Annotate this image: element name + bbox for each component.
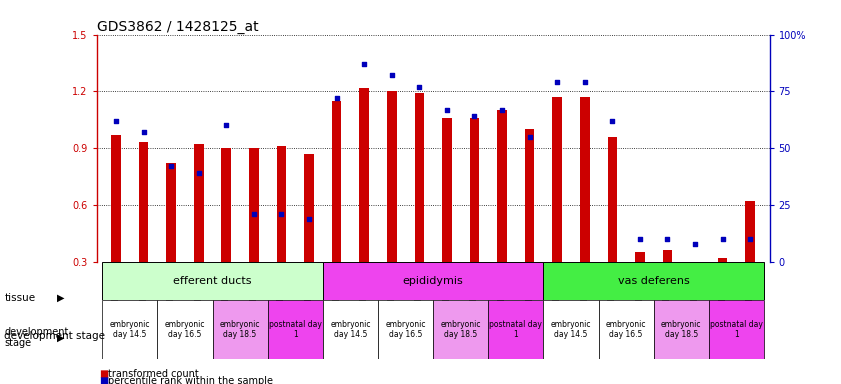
Point xyxy=(551,79,564,85)
Text: epididymis: epididymis xyxy=(403,276,463,286)
Bar xyxy=(709,300,764,359)
Point xyxy=(578,79,591,85)
Bar xyxy=(469,118,479,262)
Bar xyxy=(635,252,645,262)
Bar xyxy=(607,137,617,262)
Point xyxy=(220,122,233,129)
Bar xyxy=(718,258,727,262)
Point xyxy=(688,240,701,247)
Point xyxy=(495,106,509,113)
Point xyxy=(247,211,261,217)
Point xyxy=(661,236,674,242)
Point xyxy=(357,61,371,67)
Text: embryonic
day 14.5: embryonic day 14.5 xyxy=(331,319,371,339)
Bar xyxy=(111,135,121,262)
Bar xyxy=(497,110,507,262)
Bar xyxy=(653,300,709,359)
Bar xyxy=(167,163,176,262)
Point xyxy=(468,113,481,119)
Bar xyxy=(249,148,259,262)
Text: ■: ■ xyxy=(99,376,108,384)
Bar xyxy=(194,144,204,262)
Bar xyxy=(489,300,543,359)
Bar xyxy=(543,300,599,359)
Bar xyxy=(378,300,433,359)
Text: embryonic
day 16.5: embryonic day 16.5 xyxy=(165,319,205,339)
Bar xyxy=(415,93,424,262)
Bar xyxy=(433,300,489,359)
Text: vas deferens: vas deferens xyxy=(618,276,690,286)
Bar xyxy=(139,142,148,262)
Text: tissue: tissue xyxy=(4,293,35,303)
Point xyxy=(137,129,151,135)
Bar xyxy=(157,300,213,359)
Bar xyxy=(221,148,231,262)
Bar xyxy=(213,300,267,359)
Text: embryonic
day 16.5: embryonic day 16.5 xyxy=(385,319,426,339)
Bar xyxy=(525,129,534,262)
Point xyxy=(633,236,647,242)
Text: postnatal day
1: postnatal day 1 xyxy=(710,319,763,339)
Text: stage: stage xyxy=(4,338,31,348)
Point xyxy=(192,170,205,176)
Point xyxy=(743,236,757,242)
Text: postnatal day
1: postnatal day 1 xyxy=(269,319,322,339)
Point xyxy=(385,72,399,78)
Bar xyxy=(332,101,341,262)
Text: embryonic
day 18.5: embryonic day 18.5 xyxy=(220,319,261,339)
Text: ▶: ▶ xyxy=(57,333,65,343)
Bar xyxy=(543,262,764,300)
Point xyxy=(413,84,426,90)
Text: embryonic
day 18.5: embryonic day 18.5 xyxy=(441,319,481,339)
Bar xyxy=(387,91,397,262)
Text: ■: ■ xyxy=(99,369,108,379)
Bar xyxy=(267,300,323,359)
Point xyxy=(302,215,315,222)
Bar xyxy=(580,97,590,262)
Text: development stage: development stage xyxy=(4,331,105,341)
Point xyxy=(109,118,123,124)
Point xyxy=(275,211,288,217)
Point xyxy=(330,95,343,101)
Text: GDS3862 / 1428125_at: GDS3862 / 1428125_at xyxy=(97,20,258,33)
Bar xyxy=(359,88,369,262)
Bar xyxy=(103,262,323,300)
Point xyxy=(440,106,453,113)
Point xyxy=(606,118,619,124)
Bar xyxy=(103,300,157,359)
Bar xyxy=(277,146,286,262)
Point xyxy=(165,163,178,169)
Text: transformed count: transformed count xyxy=(108,369,198,379)
Text: embryonic
day 18.5: embryonic day 18.5 xyxy=(661,319,701,339)
Bar xyxy=(663,250,672,262)
Bar xyxy=(553,97,562,262)
Text: percentile rank within the sample: percentile rank within the sample xyxy=(108,376,272,384)
Point xyxy=(523,134,537,140)
Text: development: development xyxy=(4,327,69,337)
Text: ▶: ▶ xyxy=(57,293,65,303)
Text: embryonic
day 14.5: embryonic day 14.5 xyxy=(551,319,591,339)
Bar xyxy=(745,201,755,262)
Bar xyxy=(304,154,314,262)
Bar xyxy=(599,300,653,359)
Text: embryonic
day 16.5: embryonic day 16.5 xyxy=(606,319,647,339)
Text: embryonic
day 14.5: embryonic day 14.5 xyxy=(109,319,150,339)
Bar xyxy=(323,262,543,300)
Point xyxy=(716,236,729,242)
Bar xyxy=(323,300,378,359)
Text: postnatal day
1: postnatal day 1 xyxy=(489,319,542,339)
Text: efferent ducts: efferent ducts xyxy=(173,276,251,286)
Bar xyxy=(442,118,452,262)
